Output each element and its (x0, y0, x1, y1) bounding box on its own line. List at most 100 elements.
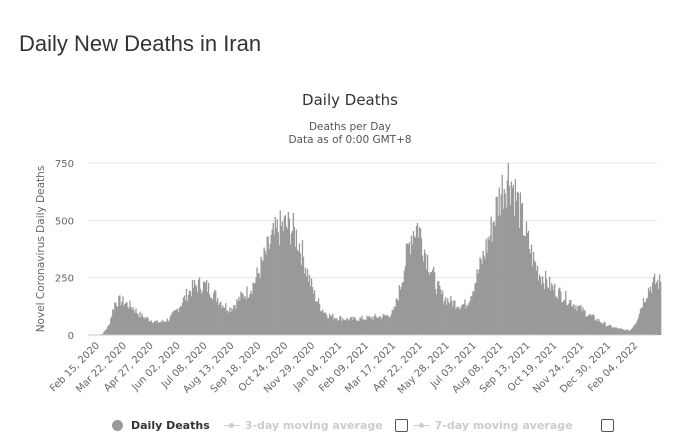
bar[interactable] (406, 243, 409, 335)
bar[interactable] (494, 225, 496, 335)
bar[interactable] (455, 308, 457, 335)
bar[interactable] (594, 320, 596, 335)
bar[interactable] (221, 307, 223, 335)
bar[interactable] (412, 230, 415, 335)
bar[interactable] (520, 203, 523, 335)
bar[interactable] (314, 301, 317, 335)
bar[interactable] (554, 283, 556, 335)
bar[interactable] (174, 310, 177, 335)
bar[interactable] (391, 309, 393, 335)
bar[interactable] (320, 311, 323, 335)
bar[interactable] (483, 255, 485, 335)
bar[interactable] (140, 317, 142, 335)
bar[interactable] (354, 317, 356, 335)
bar[interactable] (139, 311, 141, 335)
bar[interactable] (163, 321, 165, 335)
bar[interactable] (264, 250, 266, 335)
bar[interactable] (477, 273, 479, 335)
bar[interactable] (338, 320, 340, 335)
bar[interactable] (418, 227, 421, 335)
bar[interactable] (480, 259, 482, 335)
bar[interactable] (343, 319, 345, 335)
bar[interactable] (514, 179, 517, 335)
bar[interactable] (192, 287, 195, 335)
bar[interactable] (276, 219, 278, 335)
bar[interactable] (141, 313, 143, 335)
bar[interactable] (567, 305, 569, 335)
bar[interactable] (193, 280, 196, 335)
bar[interactable] (485, 239, 487, 335)
bar[interactable] (253, 283, 255, 335)
bar[interactable] (222, 305, 224, 335)
bar[interactable] (608, 324, 610, 335)
bar[interactable] (387, 316, 389, 335)
bar[interactable] (571, 306, 573, 335)
bar[interactable] (254, 283, 256, 335)
bar[interactable] (488, 240, 490, 335)
bar[interactable] (362, 319, 364, 335)
bar[interactable] (325, 312, 327, 335)
bar[interactable] (275, 228, 277, 335)
bar[interactable] (453, 300, 455, 335)
bar[interactable] (432, 266, 435, 335)
bar[interactable] (294, 246, 297, 335)
legend-item-daily-deaths[interactable]: Daily Deaths (112, 419, 210, 432)
bar[interactable] (440, 289, 442, 335)
bar[interactable] (436, 294, 438, 335)
bar[interactable] (429, 272, 432, 335)
bar[interactable] (305, 276, 308, 335)
bar[interactable] (427, 271, 430, 335)
bar[interactable] (369, 316, 371, 335)
bar[interactable] (411, 244, 414, 335)
bar[interactable] (541, 276, 544, 335)
bar[interactable] (167, 321, 169, 335)
bar[interactable] (238, 296, 240, 335)
bar[interactable] (329, 313, 331, 335)
bar[interactable] (437, 281, 439, 335)
bar[interactable] (270, 234, 272, 335)
bar[interactable] (171, 312, 173, 335)
bar[interactable] (336, 318, 338, 335)
bar[interactable] (133, 310, 135, 335)
bar[interactable] (513, 215, 516, 335)
bar[interactable] (414, 237, 417, 335)
bar[interactable] (129, 300, 131, 335)
bar[interactable] (349, 318, 351, 335)
bar[interactable] (465, 308, 467, 335)
bar[interactable] (153, 321, 155, 335)
bar[interactable] (252, 282, 254, 335)
bar[interactable] (415, 225, 418, 335)
bar[interactable] (131, 309, 133, 335)
bar[interactable] (545, 278, 548, 335)
bar[interactable] (637, 317, 640, 335)
bar[interactable] (452, 306, 454, 335)
bar[interactable] (332, 313, 334, 335)
bar[interactable] (367, 317, 369, 335)
bar[interactable] (328, 318, 330, 335)
bar[interactable] (403, 270, 406, 335)
bar[interactable] (431, 269, 434, 335)
bar[interactable] (152, 323, 154, 335)
bar[interactable] (170, 314, 172, 335)
bar[interactable] (628, 330, 631, 335)
bar[interactable] (357, 320, 359, 335)
bar[interactable] (380, 319, 382, 335)
bar[interactable] (105, 330, 107, 335)
bar[interactable] (419, 228, 422, 335)
bar[interactable] (562, 302, 564, 335)
bar[interactable] (584, 310, 586, 335)
bar[interactable] (257, 273, 259, 335)
bar[interactable] (242, 293, 244, 335)
bar[interactable] (271, 229, 273, 335)
bar[interactable] (304, 267, 307, 335)
bar[interactable] (209, 294, 211, 335)
bar[interactable] (125, 302, 127, 335)
bar[interactable] (216, 301, 218, 335)
bar[interactable] (353, 316, 355, 335)
bar[interactable] (246, 286, 248, 335)
bar[interactable] (512, 184, 514, 335)
bar[interactable] (347, 319, 349, 335)
bar[interactable] (404, 266, 407, 335)
bar[interactable] (306, 268, 309, 335)
bar[interactable] (344, 319, 346, 335)
